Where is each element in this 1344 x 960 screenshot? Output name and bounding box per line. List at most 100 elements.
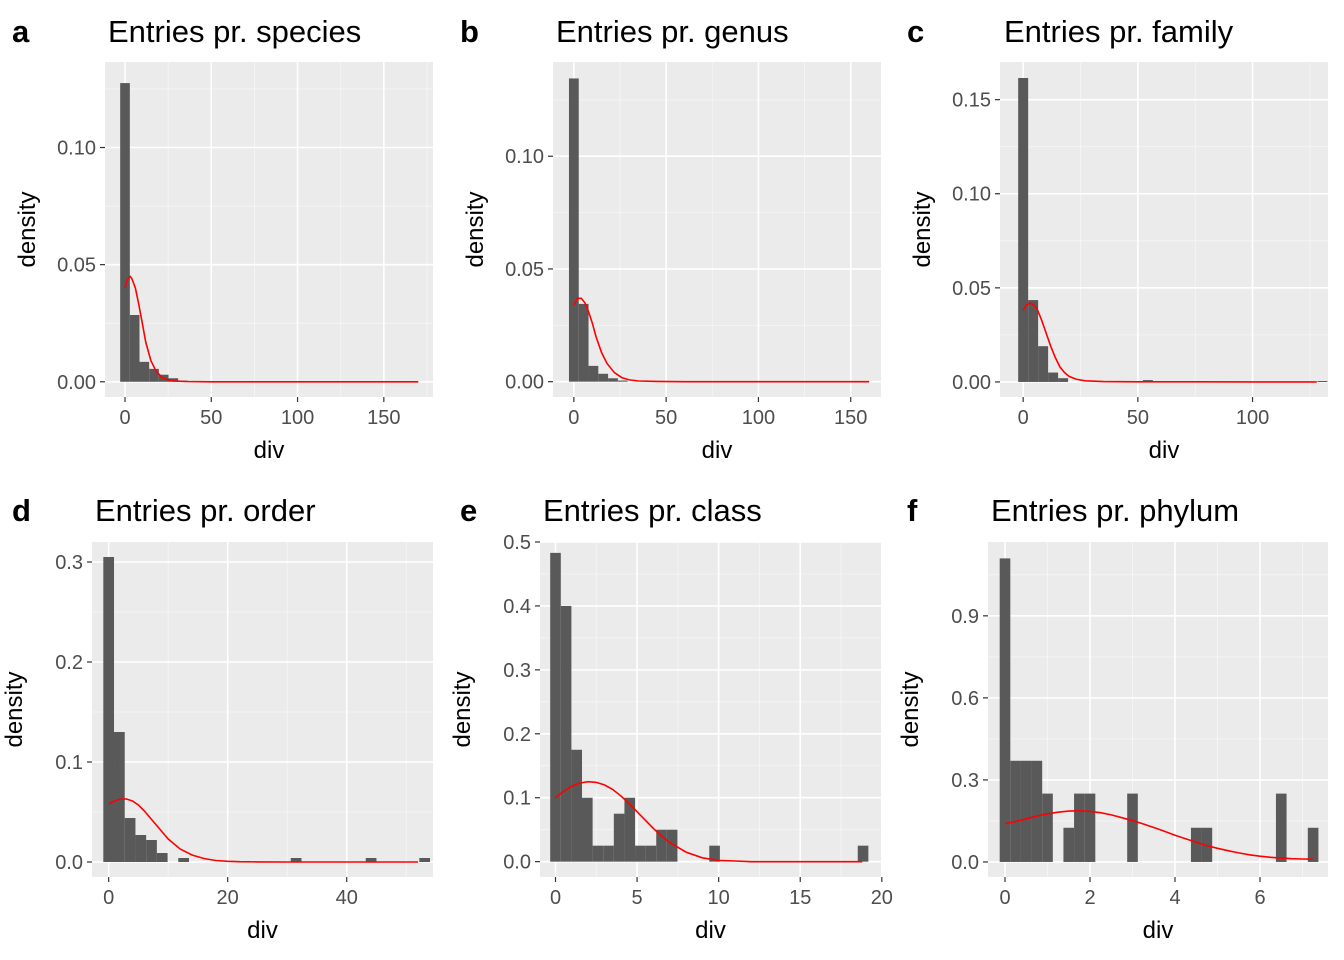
histogram-bar bbox=[1048, 372, 1059, 382]
y-tick-label: 0.10 bbox=[57, 138, 96, 160]
histogram-bar bbox=[603, 845, 614, 862]
histogram-bar bbox=[550, 552, 561, 862]
histogram-bar bbox=[709, 845, 720, 862]
panel-b: 0 50 100 150 0.00 0.05 0.10 div density b Entries … bbox=[460, 14, 881, 464]
x-tick-label: 150 bbox=[367, 407, 400, 429]
panel-a: 0 50 100 150 0.00 0.05 0.10 div density a Entries … bbox=[12, 14, 433, 464]
histogram-bar bbox=[666, 829, 678, 862]
y-tick-label: 0.0 bbox=[503, 852, 531, 874]
histogram-bar bbox=[1190, 827, 1202, 862]
panel-letter: c bbox=[907, 14, 924, 49]
y-axis-title: density bbox=[462, 191, 489, 267]
histogram-bar bbox=[1010, 760, 1021, 862]
panel-title: Entries pr. class bbox=[543, 493, 762, 528]
x-tick-label: 6 bbox=[1254, 887, 1265, 909]
histogram-bar bbox=[656, 829, 667, 862]
histogram-bar bbox=[1018, 77, 1029, 382]
histogram-bar bbox=[568, 78, 579, 382]
y-tick-label: 0.00 bbox=[57, 372, 96, 394]
histogram-bar bbox=[1028, 300, 1039, 382]
x-tick-label: 10 bbox=[708, 887, 730, 909]
panel-title: Entries pr. genus bbox=[556, 14, 789, 49]
y-tick-label: 0.5 bbox=[503, 532, 531, 554]
histogram-bar bbox=[114, 732, 125, 862]
plot-background bbox=[92, 542, 433, 877]
x-axis-title: div bbox=[702, 437, 733, 464]
y-axis-title: density bbox=[909, 191, 936, 267]
x-tick-label: 100 bbox=[1236, 407, 1269, 429]
x-axis-title: div bbox=[247, 917, 278, 944]
x-tick-label: 50 bbox=[200, 407, 222, 429]
panel-letter: b bbox=[460, 14, 479, 49]
x-tick-label: 20 bbox=[217, 887, 239, 909]
panel-d: 0 20 40 0.0 0.1 0.2 0.3 div density d Entries pr. … bbox=[1, 493, 433, 944]
density-curve bbox=[108, 798, 419, 863]
panel-title: Entries pr. order bbox=[95, 493, 316, 528]
panel-c: 0 50 100 0.00 0.05 0.10 0.15 div density c Entries… bbox=[907, 14, 1328, 464]
y-tick-label: 0.1 bbox=[55, 752, 83, 774]
x-tick-label: 0 bbox=[103, 887, 114, 909]
histogram-bar bbox=[146, 840, 157, 862]
histogram-bar bbox=[999, 558, 1011, 862]
y-tick-label: 0.05 bbox=[57, 255, 96, 277]
panel-f: 0 2 4 6 0.0 0.3 0.6 0.9 div density f Entries pr. p… bbox=[897, 493, 1328, 944]
panel-letter: f bbox=[907, 493, 918, 528]
histogram-bar bbox=[365, 858, 377, 862]
histogram-bar bbox=[1042, 793, 1053, 862]
y-tick-label: 0.05 bbox=[952, 278, 991, 300]
histogram-bar bbox=[608, 378, 618, 382]
histogram-bar bbox=[617, 380, 628, 382]
panel-title: Entries pr. species bbox=[108, 14, 361, 49]
histogram-bar bbox=[124, 818, 136, 862]
y-tick-label: 0.9 bbox=[951, 606, 979, 628]
plot-background bbox=[540, 542, 881, 877]
x-tick-label: 0 bbox=[550, 887, 561, 909]
x-tick-label: 0 bbox=[999, 887, 1010, 909]
plot-background bbox=[1000, 62, 1328, 397]
histogram-bar bbox=[1074, 793, 1085, 862]
histogram-bar bbox=[168, 378, 179, 382]
histogram-bar bbox=[135, 835, 147, 862]
histogram-bar bbox=[120, 83, 130, 382]
y-axis-title: density bbox=[14, 191, 41, 267]
x-axis-title: div bbox=[1143, 917, 1174, 944]
histogram-bar bbox=[571, 749, 583, 862]
panel-title: Entries pr. phylum bbox=[991, 493, 1239, 528]
histogram-bar bbox=[1084, 793, 1096, 862]
x-tick-label: 0 bbox=[1018, 407, 1029, 429]
panel-letter: d bbox=[12, 493, 31, 528]
histogram-bar bbox=[560, 605, 572, 862]
y-axis-title: density bbox=[449, 671, 476, 747]
histogram-bar bbox=[103, 557, 115, 862]
plot-background bbox=[105, 62, 433, 397]
histogram-bar bbox=[857, 845, 869, 862]
density-curve bbox=[1004, 809, 1314, 860]
histogram-bar bbox=[139, 361, 150, 382]
y-tick-label: 0.15 bbox=[952, 90, 991, 112]
y-tick-label: 0.6 bbox=[951, 688, 979, 710]
histogram-bar bbox=[178, 858, 190, 862]
x-tick-label: 100 bbox=[742, 407, 775, 429]
panel-letter: e bbox=[460, 493, 477, 528]
y-tick-label: 0.00 bbox=[952, 372, 991, 394]
x-tick-label: 5 bbox=[632, 887, 643, 909]
histogram-bar bbox=[588, 365, 599, 382]
y-tick-label: 0.10 bbox=[952, 184, 991, 206]
histogram-bar bbox=[1317, 381, 1328, 383]
x-tick-label: 40 bbox=[336, 887, 358, 909]
y-tick-label: 0.2 bbox=[503, 724, 531, 746]
histogram-bar bbox=[645, 845, 657, 862]
x-tick-label: 0 bbox=[568, 407, 579, 429]
x-axis-title: div bbox=[1149, 437, 1180, 464]
y-tick-label: 0.4 bbox=[503, 596, 531, 618]
y-tick-label: 0.3 bbox=[55, 552, 83, 574]
histogram-bar bbox=[1031, 760, 1043, 862]
histogram-bar bbox=[613, 813, 625, 862]
y-tick-label: 0.10 bbox=[505, 146, 544, 168]
histogram-bar bbox=[1063, 827, 1075, 862]
y-axis-title: density bbox=[1, 671, 28, 747]
histogram-bar bbox=[1058, 378, 1069, 382]
y-tick-label: 0.0 bbox=[951, 852, 979, 874]
x-tick-label: 15 bbox=[789, 887, 811, 909]
